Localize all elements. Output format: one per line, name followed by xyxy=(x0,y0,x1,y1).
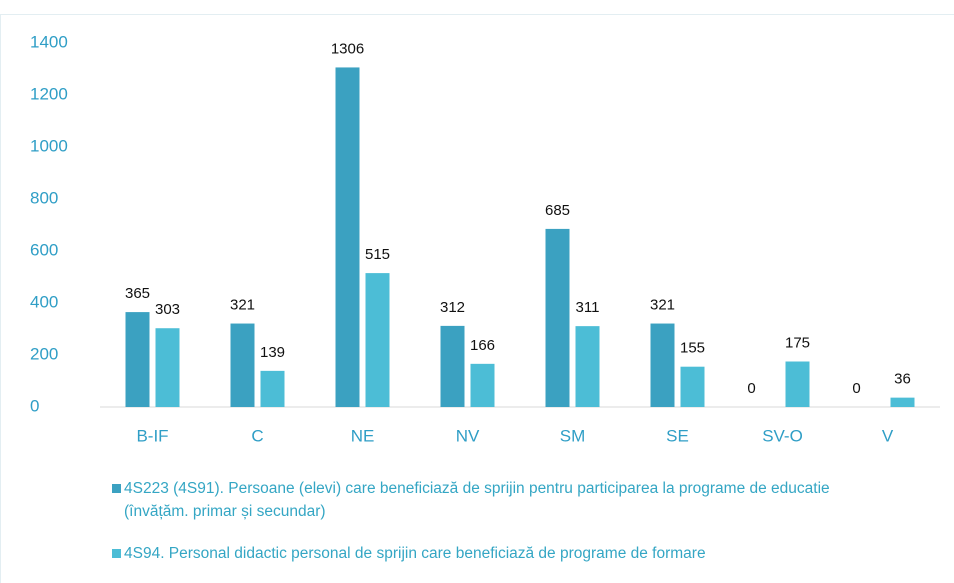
bar xyxy=(785,361,810,407)
bar xyxy=(365,273,390,407)
x-tick-label: C xyxy=(251,426,263,445)
bar xyxy=(650,323,675,407)
y-tick-label: 1200 xyxy=(30,84,68,103)
y-tick-label: 400 xyxy=(30,292,58,311)
value-label: 321 xyxy=(230,297,255,314)
legend-label: 4S94. Personal didactic personal de spri… xyxy=(124,545,706,562)
value-label: 311 xyxy=(576,299,600,316)
value-label: 155 xyxy=(680,340,705,357)
y-tick-label: 1400 xyxy=(30,32,68,51)
bar xyxy=(470,363,495,407)
bar xyxy=(230,323,255,407)
bar xyxy=(575,326,600,407)
y-tick-label: 0 xyxy=(30,396,39,415)
legend-entry: 4S94. Personal didactic personal de spri… xyxy=(112,542,852,565)
bar xyxy=(440,325,465,407)
value-label: 685 xyxy=(545,202,570,219)
value-label: 515 xyxy=(365,246,390,263)
legend-entry: 4S223 (4S91). Persoane (elevi) care bene… xyxy=(112,477,852,523)
chart-border xyxy=(0,14,954,583)
value-label: 36 xyxy=(894,371,911,388)
bar xyxy=(545,228,570,407)
value-label: 0 xyxy=(852,380,860,397)
bar xyxy=(335,67,360,407)
x-tick-label: SM xyxy=(560,426,586,445)
value-label: 0 xyxy=(747,380,755,397)
legend-swatch xyxy=(112,484,121,493)
x-tick-label: B-IF xyxy=(136,426,168,445)
x-tick-label: V xyxy=(882,426,894,445)
bar xyxy=(890,397,915,407)
value-label: 175 xyxy=(785,334,810,351)
y-tick-label: 600 xyxy=(30,240,58,259)
value-label: 365 xyxy=(125,285,150,302)
value-label: 139 xyxy=(260,344,285,361)
x-tick-label: SV-O xyxy=(762,426,803,445)
bar xyxy=(260,370,285,407)
legend: 4S223 (4S91). Persoane (elevi) care bene… xyxy=(112,477,852,583)
value-label: 1306 xyxy=(331,40,364,57)
bar xyxy=(155,328,180,407)
legend-swatch xyxy=(112,549,121,558)
legend-label: 4S223 (4S91). Persoane (elevi) care bene… xyxy=(124,480,830,520)
y-tick-label: 1000 xyxy=(30,136,68,155)
bar xyxy=(680,366,705,407)
x-tick-label: NV xyxy=(456,426,480,445)
value-label: 166 xyxy=(470,337,495,354)
x-tick-label: SE xyxy=(666,426,689,445)
bar xyxy=(125,312,150,407)
y-tick-label: 200 xyxy=(30,344,58,363)
value-label: 303 xyxy=(155,301,180,318)
y-tick-label: 800 xyxy=(30,188,58,207)
x-tick-label: NE xyxy=(351,426,375,445)
value-label: 321 xyxy=(650,297,675,314)
value-label: 312 xyxy=(440,299,465,316)
